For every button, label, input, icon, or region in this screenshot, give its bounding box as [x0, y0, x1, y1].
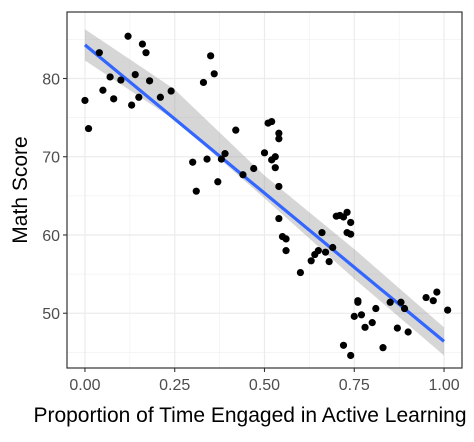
data-point — [275, 135, 283, 143]
data-point — [329, 243, 337, 252]
data-point — [347, 218, 355, 227]
x-tick-label: 1.00 — [428, 377, 459, 394]
data-point — [117, 76, 125, 84]
data-point — [239, 171, 247, 179]
data-point — [268, 117, 276, 126]
data-point — [192, 187, 200, 195]
data-point — [124, 32, 132, 40]
data-point — [347, 230, 355, 238]
data-point — [361, 323, 369, 331]
data-point — [397, 298, 405, 306]
data-point — [217, 155, 226, 163]
data-point — [131, 70, 139, 79]
x-tick-label: 0.75 — [339, 377, 370, 394]
data-point — [379, 344, 387, 352]
y-tick-label: 70 — [42, 150, 60, 167]
trend-line-layer — [83, 43, 446, 343]
data-point — [250, 164, 258, 173]
data-point — [214, 178, 222, 186]
data-point — [142, 49, 150, 57]
data-point — [260, 149, 269, 157]
x-axis-title: Proportion of Time Engaged in Active Lea… — [33, 404, 466, 427]
data-point — [343, 208, 351, 216]
y-axis-ticks: 50 60 70 80 — [42, 72, 67, 323]
data-point — [271, 164, 279, 172]
y-tick-label: 80 — [42, 72, 60, 89]
data-point — [433, 288, 441, 296]
data-point — [128, 101, 136, 109]
data-point — [325, 257, 333, 266]
data-point — [167, 87, 175, 95]
data-point — [347, 351, 355, 360]
data-point — [296, 268, 305, 277]
data-point — [138, 40, 147, 48]
data-point — [393, 324, 401, 332]
y-axis-title: Math Score — [9, 136, 32, 243]
data-point — [232, 126, 240, 134]
data-point — [422, 293, 430, 302]
data-point — [321, 248, 330, 256]
y-tick-label: 60 — [42, 228, 60, 245]
data-point — [110, 95, 118, 103]
data-point — [275, 129, 283, 137]
data-point — [210, 70, 218, 78]
regression-line — [83, 43, 446, 343]
x-tick-label: 0.25 — [159, 377, 190, 394]
data-point — [429, 297, 437, 305]
x-tick-label: 0.00 — [69, 377, 100, 394]
data-point — [106, 73, 114, 81]
data-point — [199, 78, 208, 87]
data-point — [207, 52, 215, 60]
y-tick-label: 50 — [42, 306, 60, 323]
data-point — [444, 306, 452, 314]
data-point — [156, 93, 164, 101]
data-point — [307, 257, 315, 265]
data-point — [350, 312, 358, 320]
data-point — [84, 124, 93, 133]
data-point — [135, 93, 143, 101]
x-tick-label: 0.50 — [249, 377, 280, 394]
data-point — [99, 86, 107, 94]
data-point — [404, 328, 412, 336]
data-point — [386, 298, 394, 306]
data-point — [282, 235, 290, 243]
data-point — [400, 304, 409, 313]
data-point — [354, 297, 362, 305]
data-point — [368, 319, 376, 327]
data-point — [145, 77, 154, 85]
data-point — [275, 182, 283, 191]
plot-panel — [67, 12, 462, 368]
data-point — [95, 49, 103, 57]
data-points-layer — [81, 32, 452, 360]
data-point — [203, 155, 211, 163]
data-point — [271, 153, 279, 161]
data-point — [357, 311, 366, 319]
data-point — [318, 229, 326, 237]
x-axis-ticks: 0.00 0.25 0.50 0.75 1.00 — [69, 368, 460, 394]
data-point — [221, 150, 229, 158]
data-point — [282, 247, 290, 255]
data-point — [275, 214, 283, 223]
data-point — [314, 247, 322, 255]
data-point — [81, 96, 89, 105]
data-point — [372, 304, 380, 313]
data-point — [339, 341, 348, 349]
data-point — [189, 158, 197, 166]
